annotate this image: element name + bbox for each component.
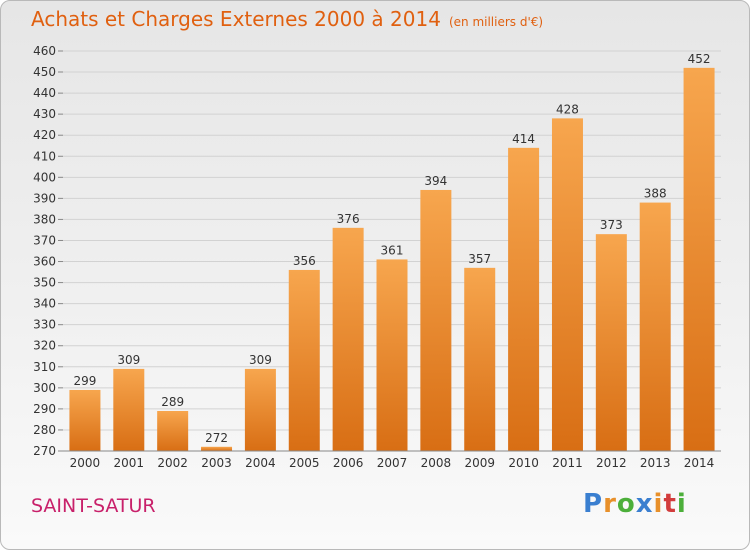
x-tick-label: 2002 (157, 456, 188, 470)
value-label: 309 (249, 353, 272, 367)
y-tick-label: 360 (33, 255, 56, 269)
x-tick-label: 2009 (464, 456, 495, 470)
y-tick-label: 290 (33, 402, 56, 416)
bar (683, 67, 715, 451)
bars (69, 67, 715, 452)
y-tick-label: 350 (33, 276, 56, 290)
y-tick-label: 370 (33, 233, 56, 247)
proxiti-logo: Proxiti (583, 489, 687, 519)
y-tick-label: 320 (33, 339, 56, 353)
y-tick-label: 270 (33, 444, 56, 458)
x-tick-label: 2001 (114, 456, 145, 470)
value-labels: 299 309 289 272 309 356 376 361 394 357 414 428 373 3… (73, 52, 710, 445)
x-tick-label: 2008 (421, 456, 452, 470)
bar (157, 411, 189, 451)
x-tick-label: 2006 (333, 456, 364, 470)
bar (508, 147, 540, 451)
bar (595, 234, 627, 451)
y-tick-label: 300 (33, 381, 56, 395)
y-tick-label: 410 (33, 149, 56, 163)
logo-letter: P (583, 489, 604, 519)
value-label: 361 (381, 243, 404, 257)
x-tick-label: 2014 (684, 456, 715, 470)
y-tick-label: 460 (33, 44, 56, 58)
value-label: 388 (644, 187, 667, 201)
value-label: 289 (161, 395, 184, 409)
value-label: 394 (424, 174, 447, 188)
value-label: 452 (688, 52, 711, 66)
y-tick-label: 430 (33, 107, 56, 121)
y-tick-label: 280 (33, 423, 56, 437)
x-tick-label: 2004 (245, 456, 276, 470)
x-axis-ticks: 2000 2001 2002 2003 2004 2005 2006 2007 2008 2009… (70, 456, 715, 470)
x-tick-label: 2005 (289, 456, 320, 470)
y-tick-label: 400 (33, 170, 56, 184)
chart-title-block: Achats et Charges Externes 2000 à 2014 (e… (31, 7, 543, 31)
value-label: 376 (337, 212, 360, 226)
chart-unit: (en milliers d'€) (448, 15, 544, 29)
place-name: SAINT-SATUR (31, 495, 156, 517)
y-tick-label: 380 (33, 212, 56, 226)
bar (244, 368, 276, 451)
value-label: 356 (293, 254, 316, 268)
bar (376, 259, 408, 451)
bar (113, 368, 145, 451)
bar (551, 118, 583, 452)
y-tick-label: 340 (33, 297, 56, 311)
y-tick-label: 390 (33, 191, 56, 205)
logo-letter: x (635, 489, 654, 519)
logo-letter: o (616, 489, 636, 519)
logo-letter: r (603, 489, 617, 519)
value-label: 357 (468, 252, 491, 266)
x-tick-label: 2003 (201, 456, 232, 470)
x-tick-label: 2011 (552, 456, 583, 470)
y-tick-label: 420 (33, 128, 56, 142)
bar (420, 189, 452, 451)
value-label: 309 (117, 353, 140, 367)
value-label: 299 (73, 374, 96, 388)
logo-letter: i (653, 489, 664, 519)
x-tick-label: 2007 (377, 456, 408, 470)
y-tick-label: 440 (33, 86, 56, 100)
logo-letter: t (663, 489, 677, 519)
bar (639, 202, 671, 451)
x-tick-label: 2000 (70, 456, 101, 470)
bar (332, 227, 364, 451)
value-label: 414 (512, 132, 535, 146)
value-label: 373 (600, 218, 623, 232)
y-tick-label: 450 (33, 65, 56, 79)
value-label: 428 (556, 102, 579, 116)
bar (288, 269, 320, 451)
x-tick-label: 2012 (596, 456, 627, 470)
y-tick-label: 330 (33, 318, 56, 332)
y-tick-label: 310 (33, 360, 56, 374)
bar (464, 267, 496, 451)
x-tick-label: 2013 (640, 456, 671, 470)
bar (201, 446, 233, 451)
logo-letter: i (676, 489, 687, 519)
bar (69, 389, 101, 451)
chart-title: Achats et Charges Externes 2000 à 2014 (31, 7, 441, 31)
x-tick-label: 2010 (508, 456, 539, 470)
value-label: 272 (205, 431, 228, 445)
y-axis-ticks: 270 280 290 300 310 320 330 340 350 360 370 380 390 4… (33, 44, 63, 458)
